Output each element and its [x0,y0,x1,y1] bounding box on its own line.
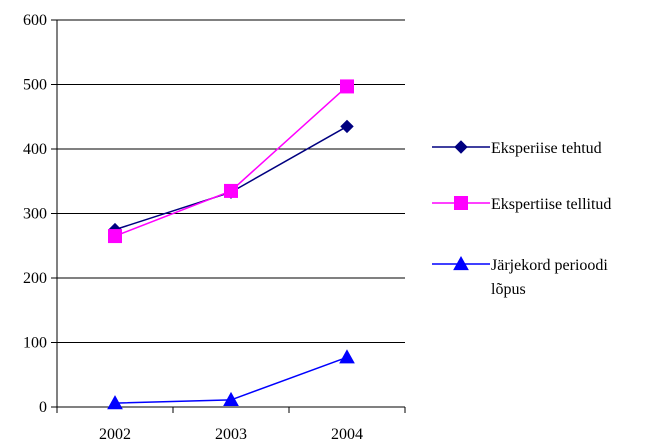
data-point-square [108,229,122,244]
y-tick-label: 300 [23,206,47,223]
legend-marker-diamond [454,140,468,154]
x-tick-label: 2002 [99,426,131,443]
series-2 [107,349,355,410]
x-axis-ticks: 2002 2003 2004 [56,407,406,443]
legend-entry: Järjekord perioodi lõpus [432,255,608,298]
series-0 [108,119,354,237]
y-tick-label: 200 [23,270,47,287]
legend-label: Järjekord perioodi [491,257,608,274]
data-point-triangle [107,395,123,410]
data-point-square [224,183,238,198]
y-tick-label: 100 [23,335,47,352]
y-tick-label: 0 [39,399,47,416]
legend-marker-square [454,196,468,210]
x-tick-label: 2004 [331,426,363,443]
series-1 [108,79,354,244]
legend-entry: Eksperiise tehtud [432,140,602,157]
series-layer [107,79,355,410]
legend-label: Ekspertiise tellitud [491,196,611,213]
data-point-square [340,79,354,94]
data-point-triangle [339,349,355,364]
legend-label: Eksperiise tehtud [491,140,602,157]
legend-label: lõpus [491,281,526,298]
x-tick-label: 2003 [215,426,247,443]
data-point-triangle [223,391,239,407]
legend-marker-triangle [453,255,469,271]
y-tick-label: 500 [23,77,47,94]
data-point-diamond [340,119,354,134]
legend-entry: Ekspertiise tellitud [432,196,611,213]
gridlines [57,19,405,343]
series-line [114,125,348,231]
y-tick-label: 600 [23,12,47,29]
y-tick-label: 400 [23,141,47,158]
legend: Eksperiise tehtud Ekspertiise tellitud Jär… [432,140,611,298]
y-axis-ticks: 0 100 200 300 400 500 600 [23,12,57,416]
